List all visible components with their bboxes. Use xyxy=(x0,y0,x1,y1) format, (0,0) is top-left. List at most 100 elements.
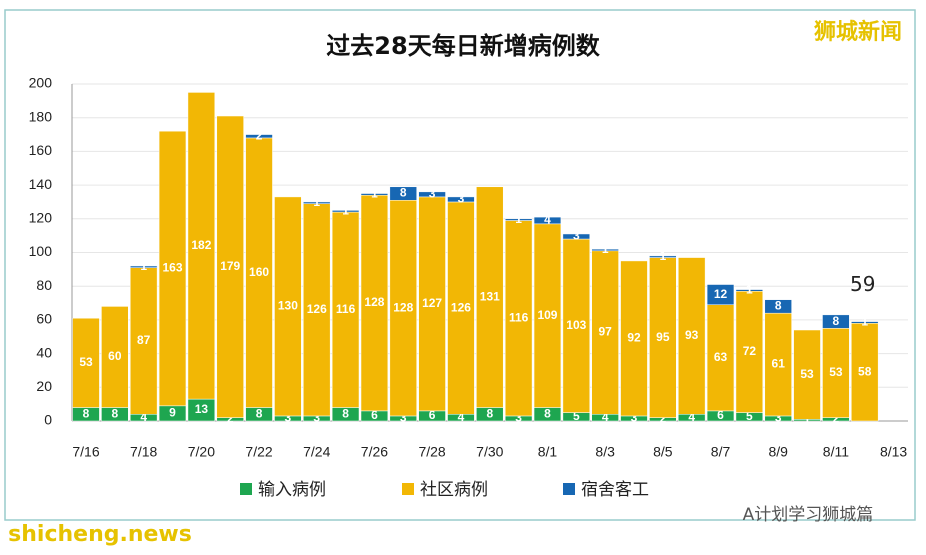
bar-segment xyxy=(851,321,879,324)
value-label: 2 xyxy=(659,411,666,425)
bar-segment xyxy=(130,267,158,415)
legend-label: 社区病例 xyxy=(420,480,488,500)
bar-segment xyxy=(620,260,648,417)
legend-swatch xyxy=(240,483,252,495)
value-label: 126 xyxy=(451,300,471,314)
annotation: 59 xyxy=(850,272,875,296)
value-label: 1 xyxy=(861,315,868,329)
value-label: 58 xyxy=(858,364,872,378)
value-label: 53 xyxy=(829,365,843,379)
x-tick-label: 7/22 xyxy=(245,444,272,460)
value-label: 6 xyxy=(371,408,378,422)
y-tick-label: 20 xyxy=(36,378,52,394)
value-label: 1 xyxy=(313,195,320,209)
bar-segment xyxy=(764,299,792,314)
bar-segment xyxy=(389,186,417,201)
x-tick-label: 7/28 xyxy=(418,444,445,460)
bar-segment xyxy=(303,201,331,204)
value-label: 9 xyxy=(169,406,176,420)
value-label: 130 xyxy=(278,299,298,313)
bar-segment xyxy=(649,255,677,258)
value-label: 116 xyxy=(509,310,529,324)
value-label: 128 xyxy=(364,295,384,309)
bar-segment xyxy=(706,284,735,305)
value-label: 3 xyxy=(515,411,522,425)
value-label: 1 xyxy=(140,259,147,273)
x-tick-label: 7/18 xyxy=(130,444,157,460)
y-tick-label: 100 xyxy=(29,243,53,259)
bar-segment xyxy=(447,196,475,203)
value-label: 8 xyxy=(256,406,263,420)
value-label: 97 xyxy=(598,325,612,339)
bar-segment xyxy=(303,203,331,417)
bar-segment xyxy=(331,210,360,213)
bar-segment xyxy=(649,257,677,418)
value-label: 6 xyxy=(717,408,724,422)
value-label: 3 xyxy=(285,411,292,425)
value-label: 6 xyxy=(429,408,436,422)
y-tick-label: 180 xyxy=(29,108,53,124)
value-label: 163 xyxy=(163,261,183,275)
watermark: A计划学习狮城篇 xyxy=(743,505,874,525)
y-tick-label: 160 xyxy=(29,142,53,158)
y-tick-label: 120 xyxy=(29,210,53,226)
value-label: 4 xyxy=(688,410,695,424)
value-label: 8 xyxy=(400,186,407,200)
value-label: 160 xyxy=(249,265,269,279)
value-label: 116 xyxy=(336,302,356,316)
value-label: 1 xyxy=(515,212,522,226)
value-label: 3 xyxy=(313,411,320,425)
value-label: 179 xyxy=(220,259,240,273)
bar-segment xyxy=(331,211,360,408)
value-label: 4 xyxy=(140,410,147,424)
x-tick-label: 7/20 xyxy=(188,444,215,460)
value-label: 2 xyxy=(227,411,234,425)
x-tick-label: 8/5 xyxy=(653,444,673,460)
value-label: 92 xyxy=(627,331,641,345)
bar-segment xyxy=(476,186,504,408)
value-label: 3 xyxy=(573,229,580,243)
value-label: 103 xyxy=(566,318,586,332)
x-tick-label: 7/30 xyxy=(476,444,503,460)
x-tick-label: 8/9 xyxy=(768,444,788,460)
bar-segment xyxy=(101,306,129,408)
value-label: 4 xyxy=(602,410,609,424)
y-tick-label: 80 xyxy=(36,277,52,293)
chart-title: 过去28天每日新增病例数 xyxy=(326,32,600,60)
legend-swatch xyxy=(402,483,414,495)
value-label: 1 xyxy=(602,242,609,256)
value-label: 8 xyxy=(775,299,782,313)
watermark: shicheng.news xyxy=(8,522,192,547)
bar-segment xyxy=(533,216,562,225)
value-label: 1 xyxy=(746,283,753,297)
bar-segment xyxy=(418,191,446,198)
x-tick-label: 8/7 xyxy=(711,444,731,460)
bar-segment xyxy=(735,289,764,292)
bar-segment xyxy=(678,257,706,415)
value-label: 93 xyxy=(685,328,699,342)
bar-segment xyxy=(360,193,389,196)
value-label: 95 xyxy=(656,330,670,344)
value-label: 5 xyxy=(573,409,580,423)
bar-segment xyxy=(158,130,187,407)
value-label: 8 xyxy=(83,406,90,420)
value-label: 1 xyxy=(659,249,666,263)
x-tick-label: 7/16 xyxy=(72,444,99,460)
value-label: 53 xyxy=(800,367,814,381)
x-tick-label: 7/24 xyxy=(303,444,330,460)
legend-label: 输入病例 xyxy=(258,480,326,500)
value-label: 127 xyxy=(422,296,442,310)
bar-segment xyxy=(360,194,389,412)
x-tick-label: 8/1 xyxy=(538,444,558,460)
bar-segment xyxy=(216,115,244,418)
bar-segment xyxy=(822,314,850,329)
x-tick-label: 8/3 xyxy=(595,444,615,460)
value-label: 4 xyxy=(544,213,551,227)
bar-segment xyxy=(245,137,273,408)
bar-segment xyxy=(389,200,417,417)
bar-segment xyxy=(706,304,735,412)
x-tick-label: 7/26 xyxy=(361,444,388,460)
bar-segment xyxy=(591,248,619,252)
bar-segment xyxy=(504,220,533,417)
value-label: 3 xyxy=(429,187,436,201)
